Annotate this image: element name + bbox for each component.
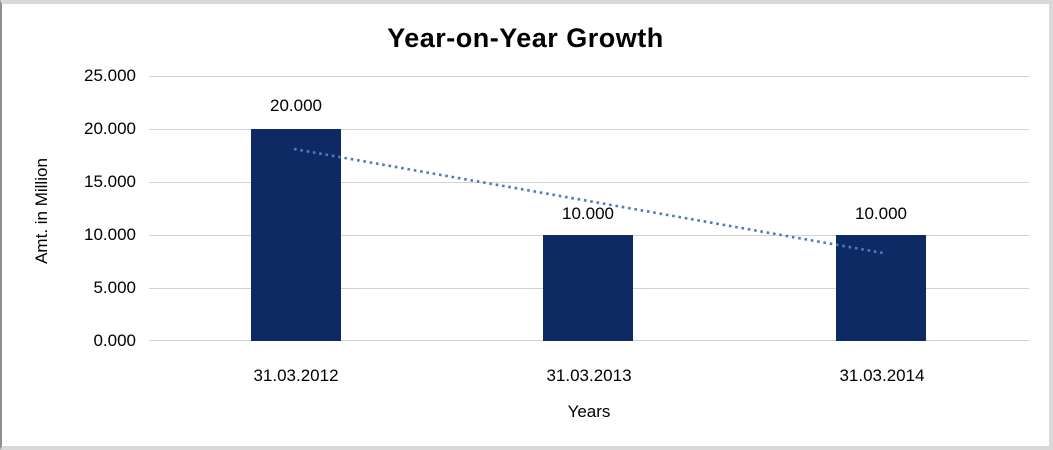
chart-title: Year-on-Year Growth [387, 23, 664, 53]
data-label-2012: 20.000 [270, 96, 322, 115]
bar-31-03-2013 [543, 235, 633, 341]
plot-area: 20.000 10.000 10.000 [149, 76, 1029, 341]
y-tick-label: 20.000 [84, 119, 136, 138]
y-tick-label: 10.000 [84, 225, 136, 244]
y-tick-label: 5.000 [93, 278, 136, 297]
gridline [149, 182, 1029, 183]
y-tick-label: 0.000 [93, 331, 136, 350]
data-label-2013: 10.000 [562, 204, 614, 223]
bar-31-03-2012 [251, 129, 341, 341]
x-tick-label: 31.03.2012 [253, 366, 339, 385]
x-axis-title: Years [567, 402, 611, 421]
x-tick-label: 31.03.2014 [839, 366, 925, 385]
y-tick-label: 15.000 [84, 172, 136, 191]
gridline [149, 129, 1029, 130]
gridline [149, 76, 1029, 77]
y-tick-label: 25.000 [84, 66, 136, 85]
x-tick-label: 31.03.2013 [546, 366, 632, 385]
data-label-2014: 10.000 [855, 204, 907, 223]
